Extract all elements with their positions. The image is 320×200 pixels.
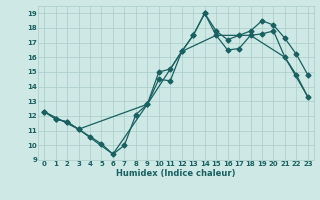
X-axis label: Humidex (Indice chaleur): Humidex (Indice chaleur) xyxy=(116,169,236,178)
